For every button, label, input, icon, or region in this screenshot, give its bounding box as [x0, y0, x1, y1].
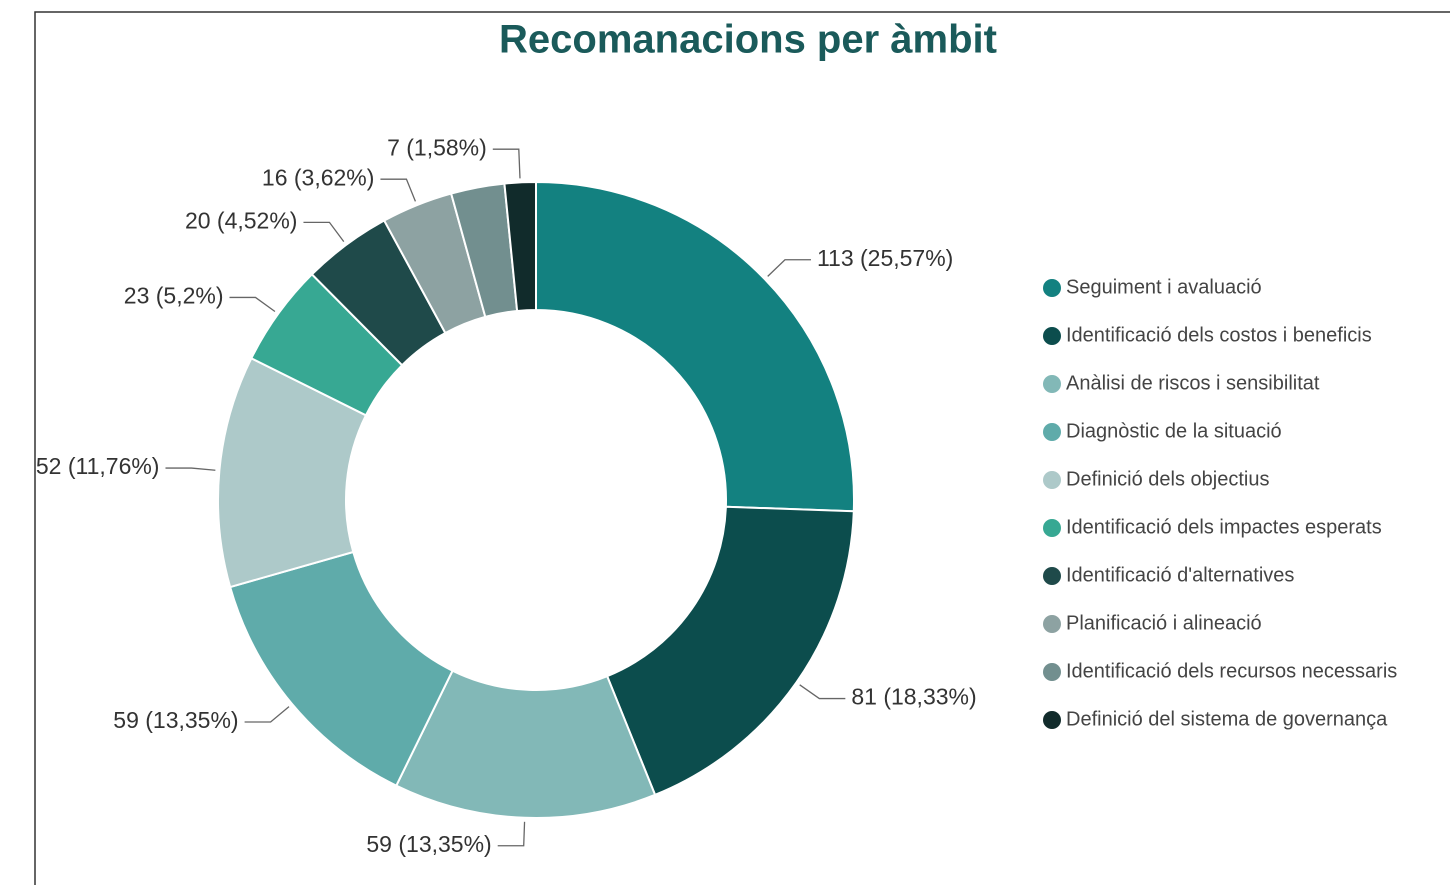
leader-line: [497, 821, 526, 847]
data-label: 20 (4,52%): [185, 207, 298, 233]
donut-slice: [503, 180, 537, 313]
chart-title: Recomanacions per àmbit: [499, 18, 997, 62]
legend-marker: [1043, 615, 1061, 633]
leader-line: [380, 178, 417, 202]
frame: [34, 11, 1450, 885]
leader-line: [303, 221, 345, 243]
data-label: 59 (13,35%): [366, 831, 491, 857]
legend-marker: [1043, 567, 1061, 585]
legend-marker: [1043, 375, 1061, 393]
leader-line: [165, 467, 216, 471]
donut-slice: [605, 505, 855, 797]
leader-line: [492, 148, 521, 179]
legend-label: Definició del sistema de governança: [1066, 708, 1388, 730]
leader-line: [767, 259, 811, 277]
legend-label: Identificació dels costos i beneficis: [1066, 324, 1372, 346]
legend-label: Identificació d'alternatives: [1066, 564, 1294, 586]
data-label: 59 (13,35%): [113, 707, 238, 733]
leader-line: [229, 296, 276, 313]
legend-label: Identificació dels recursos necessaris: [1066, 660, 1397, 682]
data-label: 81 (18,33%): [851, 684, 976, 710]
legend-marker: [1043, 279, 1061, 297]
legend-label: Diagnòstic de la situació: [1066, 420, 1282, 442]
legend-label: Anàlisi de riscos i sensibilitat: [1066, 372, 1320, 394]
data-label: 113 (25,57%): [817, 245, 953, 271]
data-label: 52 (11,76%): [36, 453, 160, 479]
legend-marker: [1043, 423, 1061, 441]
legend-marker: [1043, 663, 1061, 681]
data-label: 7 (1,58%): [387, 134, 487, 160]
legend-marker: [1043, 711, 1061, 729]
legend-marker: [1043, 471, 1061, 489]
data-label: 23 (5,2%): [124, 283, 224, 309]
leader-line: [799, 684, 846, 700]
data-label: 16 (3,62%): [262, 164, 375, 190]
donut-slice: [535, 180, 855, 513]
legend-label: Identificació dels impactes esperats: [1066, 516, 1382, 538]
legend-marker: [1043, 519, 1061, 537]
legend-label: Seguiment i avaluació: [1066, 276, 1262, 298]
legend-marker: [1043, 327, 1061, 345]
legend-label: Planificació i alineació: [1066, 612, 1262, 634]
leader-line: [244, 706, 290, 723]
legend-label: Definició dels objectius: [1066, 468, 1269, 490]
